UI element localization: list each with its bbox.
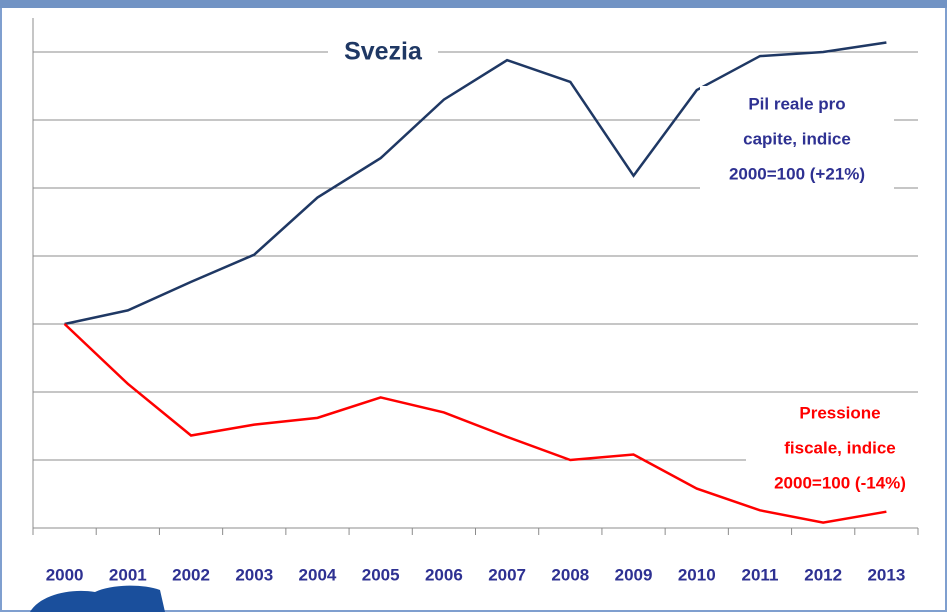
series-line: [64, 41, 887, 326]
x-tick-label: 2013: [867, 565, 905, 584]
x-tick-label: 2003: [235, 565, 273, 584]
legend-background: [746, 395, 930, 503]
x-tick-label: 2000: [46, 565, 84, 584]
legend-label: Pil reale pro: [748, 94, 845, 113]
legend-label: 2000=100 (+21%): [729, 164, 865, 183]
top-band: [0, 0, 947, 8]
x-tick-label: 2009: [615, 565, 653, 584]
x-tick-label: 2006: [425, 565, 463, 584]
logo: [30, 585, 165, 612]
x-tick-label: 2008: [551, 565, 589, 584]
title-background: [328, 34, 438, 72]
legend-label: 2000=100 (-14%): [774, 473, 906, 492]
x-tick-label: 2012: [804, 565, 842, 584]
x-tick-label: 2011: [742, 565, 779, 584]
series-line: [63, 323, 887, 524]
legend-label: capite, indice: [743, 129, 851, 148]
x-tick-label: 2007: [488, 565, 526, 584]
legend-label: Pressione: [799, 403, 880, 422]
x-tick-label: 2010: [678, 565, 716, 584]
x-tick-label: 2005: [362, 565, 400, 584]
chart-title: Svezia: [344, 38, 423, 66]
x-tick-label: 2001: [109, 565, 147, 584]
legend-background: [700, 86, 894, 194]
x-tick-label: 2004: [299, 565, 337, 584]
x-tick-label: 2002: [172, 565, 210, 584]
legend-label: fiscale, indice: [784, 438, 896, 457]
